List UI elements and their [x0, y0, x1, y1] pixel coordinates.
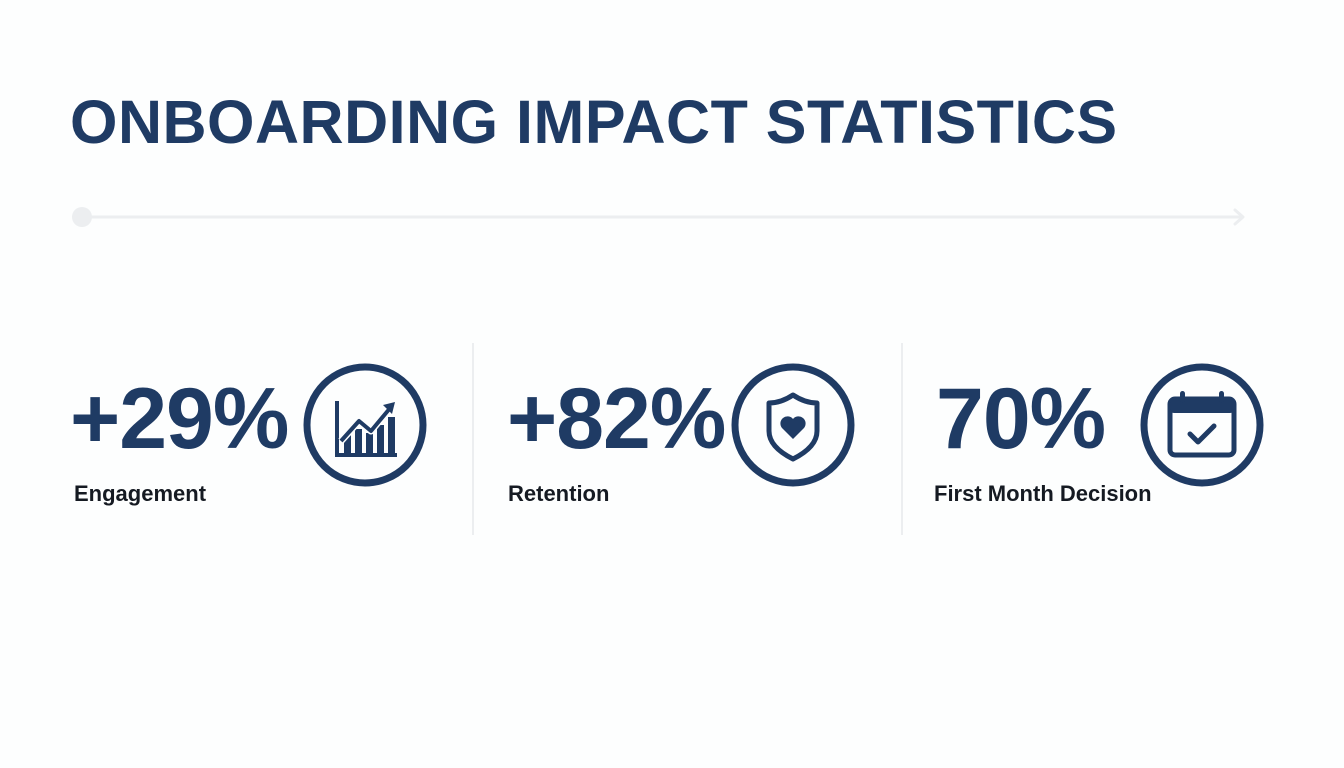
divider-1 [472, 343, 474, 535]
stat-value: +29% [70, 371, 289, 467]
shield-heart-icon [731, 363, 855, 487]
arrowhead-icon [1233, 208, 1245, 226]
stat-label: Engagement [74, 481, 207, 506]
stat-label: Retention [508, 481, 610, 506]
page-title: ONBOARDING IMPACT STATISTICS [70, 88, 1118, 156]
timeline-start-dot [72, 207, 92, 227]
stat-value: +82% [507, 371, 726, 467]
stat-value: 70% [936, 371, 1106, 467]
divider-2 [901, 343, 903, 535]
stat-label: First Month Decision [934, 481, 1152, 506]
calendar-check-icon [1140, 363, 1264, 487]
timeline-arrow [72, 207, 1245, 227]
bar-chart-trend-up-icon [303, 363, 427, 487]
